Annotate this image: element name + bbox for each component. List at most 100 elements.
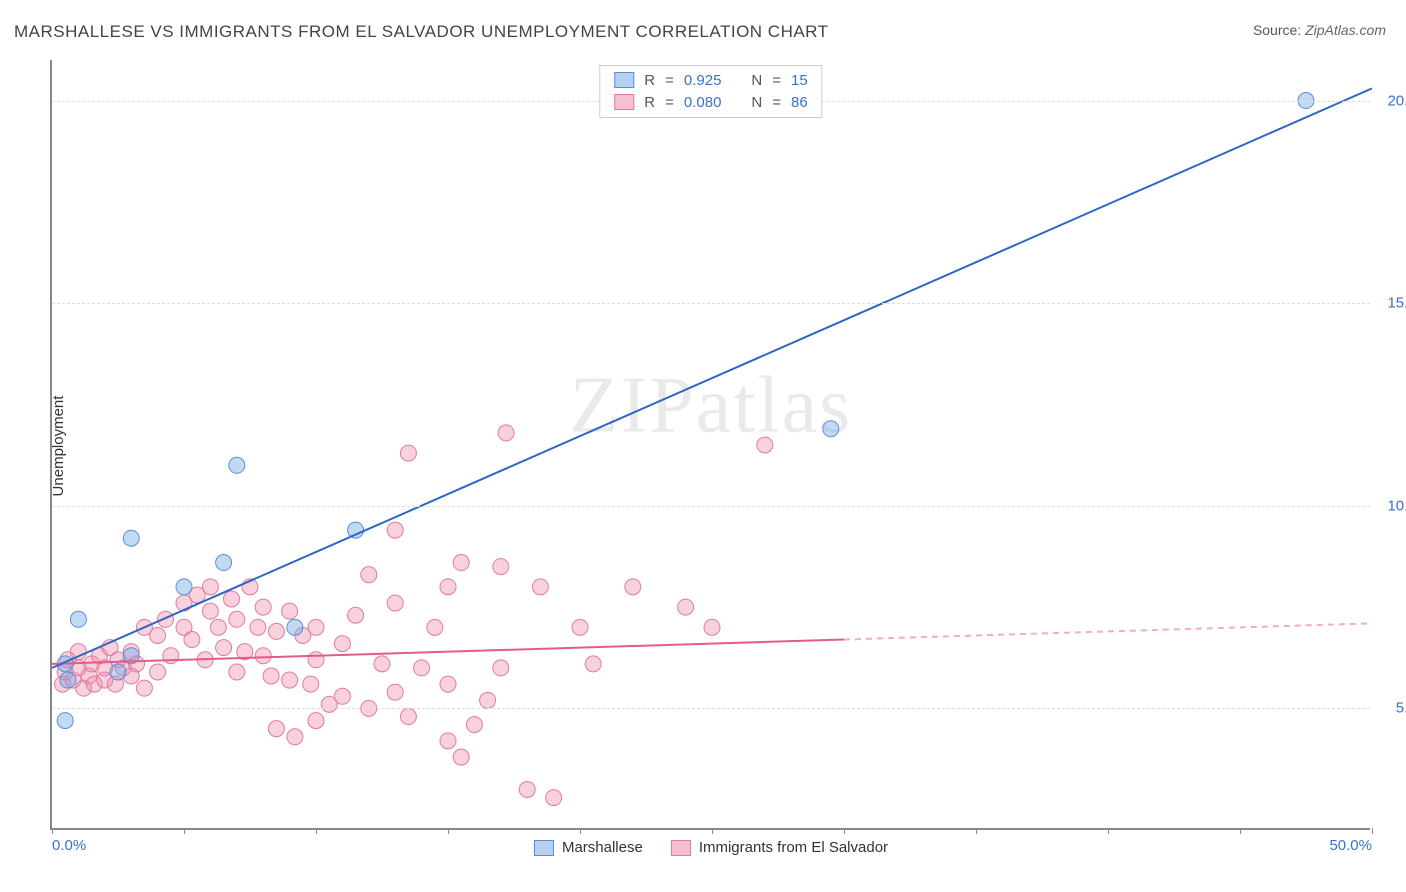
data-point [287,729,303,745]
r-value-blue: 0.925 [684,72,722,89]
x-tick [1108,828,1109,834]
data-point [427,619,443,635]
data-point [229,664,245,680]
data-point [308,619,324,635]
data-point [136,680,152,696]
data-point [546,790,562,806]
data-point [519,781,535,797]
data-point [70,611,86,627]
data-point [440,579,456,595]
data-point [440,733,456,749]
y-tick-label: 15.0% [1387,295,1406,312]
data-point [572,619,588,635]
data-point [414,660,430,676]
legend-item-elsalvador: Immigrants from El Salvador [671,839,888,856]
x-tick [52,828,53,834]
gridline [52,708,1370,709]
r-value-pink: 0.080 [684,94,722,111]
data-point [255,648,271,664]
data-point [229,457,245,473]
data-point [158,611,174,627]
swatch-pink-icon [614,94,634,110]
swatch-pink-icon [671,840,691,856]
data-point [480,692,496,708]
data-point [250,619,266,635]
data-point [282,603,298,619]
data-point [224,591,240,607]
data-point [625,579,641,595]
chart-plot-area: ZIPatlas R = 0.925 N = 15 R = 0.080 N = … [50,60,1370,830]
x-tick [580,828,581,834]
legend-label: Marshallese [562,839,643,856]
y-tick-label: 20.0% [1387,92,1406,109]
x-tick [712,828,713,834]
data-point [493,559,509,575]
data-point [303,676,319,692]
data-point [176,579,192,595]
y-tick-label: 10.0% [1387,497,1406,514]
data-point [757,437,773,453]
swatch-blue-icon [614,72,634,88]
data-point [704,619,720,635]
chart-title: MARSHALLESE VS IMMIGRANTS FROM EL SALVAD… [14,22,829,42]
data-point [202,579,218,595]
data-point [334,636,350,652]
gridline [52,506,1370,507]
data-point [823,421,839,437]
data-point [532,579,548,595]
data-point [184,632,200,648]
x-tick [976,828,977,834]
y-tick-label: 5.0% [1396,700,1406,717]
data-point [282,672,298,688]
x-tick [316,828,317,834]
n-value-pink: 86 [791,94,808,111]
legend-row-elsalvador: R = 0.080 N = 86 [614,91,807,113]
data-point [110,664,126,680]
n-label: N [751,94,762,111]
data-point [678,599,694,615]
data-point [440,676,456,692]
legend-item-marshallese: Marshallese [534,839,643,856]
n-value-blue: 15 [791,72,808,89]
data-point [334,688,350,704]
data-point [387,684,403,700]
data-point [466,717,482,733]
data-point [400,709,416,725]
data-point [308,713,324,729]
data-point [493,660,509,676]
trend-line [52,88,1372,668]
r-label: R [644,94,655,111]
data-point [308,652,324,668]
r-label: R [644,72,655,89]
correlation-legend: R = 0.925 N = 15 R = 0.080 N = 86 [599,65,822,118]
data-point [263,668,279,684]
data-point [60,672,76,688]
x-tick [844,828,845,834]
x-tick-label: 50.0% [1329,837,1372,854]
data-point [453,555,469,571]
data-point [268,721,284,737]
data-point [229,611,245,627]
source-value: ZipAtlas.com [1305,22,1386,38]
data-point [387,522,403,538]
x-tick [448,828,449,834]
data-point [348,607,364,623]
data-point [202,603,218,619]
x-tick [184,828,185,834]
data-point [216,640,232,656]
data-point [150,664,166,680]
data-point [453,749,469,765]
data-point [498,425,514,441]
data-point [348,522,364,538]
data-point [400,445,416,461]
data-point [123,530,139,546]
source-attribution: Source: ZipAtlas.com [1253,22,1386,38]
legend-row-marshallese: R = 0.925 N = 15 [614,69,807,91]
source-label: Source: [1253,22,1301,38]
data-point [255,599,271,615]
swatch-blue-icon [534,840,554,856]
data-point [150,627,166,643]
data-point [585,656,601,672]
series-legend: Marshallese Immigrants from El Salvador [534,839,888,856]
data-point [374,656,390,672]
